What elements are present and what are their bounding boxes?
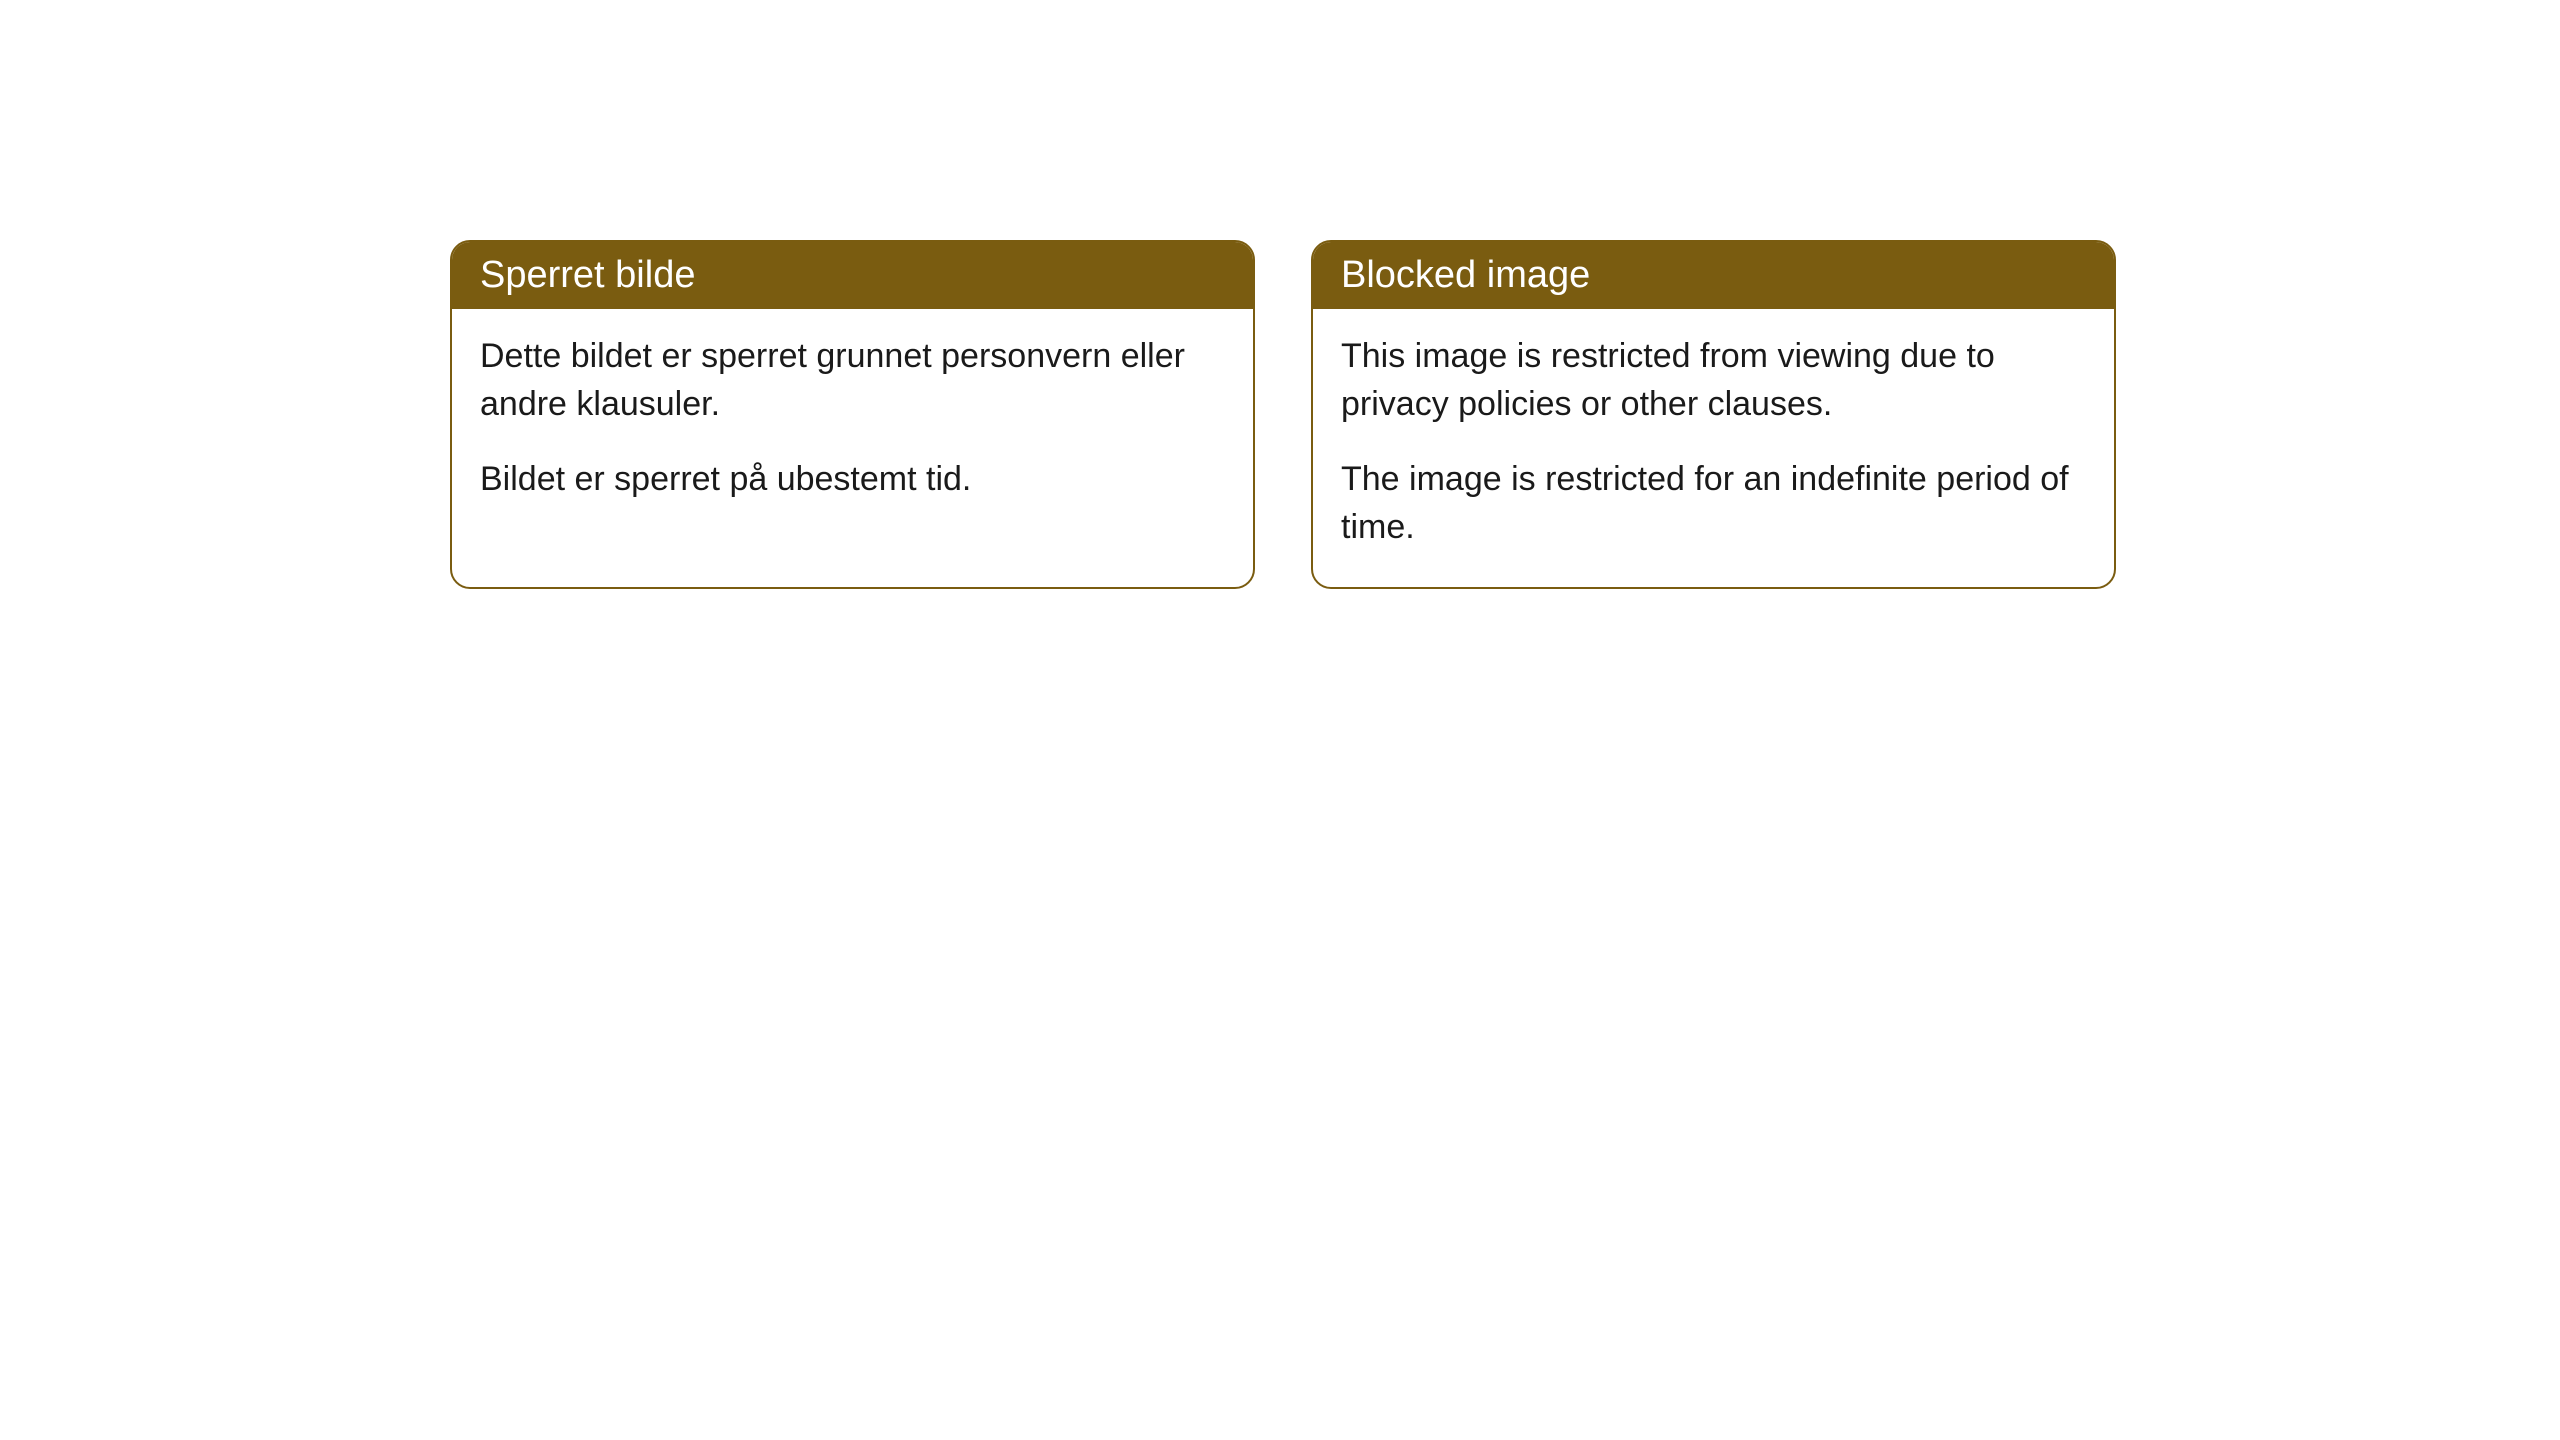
card-paragraph-2: Bildet er sperret på ubestemt tid. [480, 456, 1225, 504]
card-paragraph-1: Dette bildet er sperret grunnet personve… [480, 333, 1225, 428]
card-body: This image is restricted from viewing du… [1313, 309, 2114, 587]
card-header: Blocked image [1313, 242, 2114, 309]
cards-container: Sperret bilde Dette bildet er sperret gr… [450, 240, 2116, 589]
card-paragraph-2: The image is restricted for an indefinit… [1341, 456, 2086, 551]
blocked-image-card-norwegian: Sperret bilde Dette bildet er sperret gr… [450, 240, 1255, 589]
card-header: Sperret bilde [452, 242, 1253, 309]
card-title: Sperret bilde [480, 254, 695, 296]
blocked-image-card-english: Blocked image This image is restricted f… [1311, 240, 2116, 589]
card-body: Dette bildet er sperret grunnet personve… [452, 309, 1253, 540]
card-title: Blocked image [1341, 254, 1590, 296]
card-paragraph-1: This image is restricted from viewing du… [1341, 333, 2086, 428]
